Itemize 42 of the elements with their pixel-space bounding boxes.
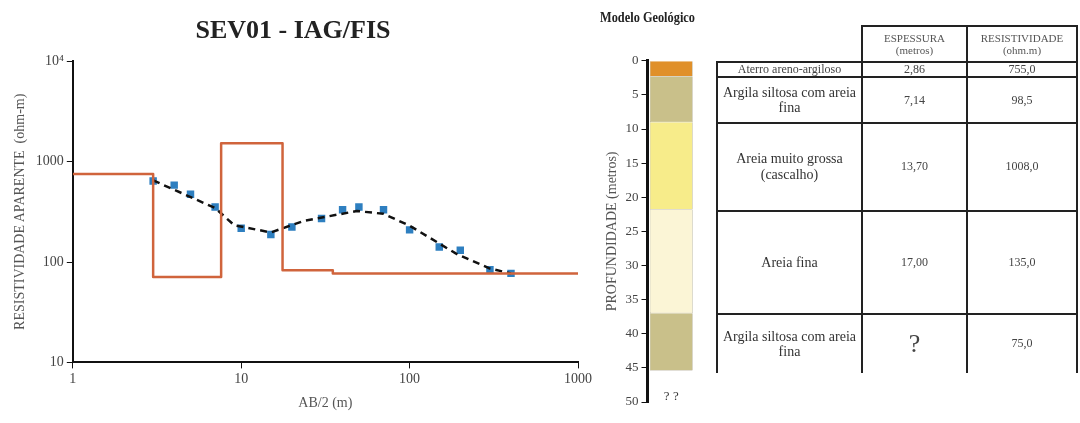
- x-tick-label: 100: [399, 371, 421, 387]
- data-label: ?: [861, 313, 968, 373]
- category-label: Aterro areno-argiloso: [716, 60, 863, 79]
- data-label: 98,5: [966, 76, 1078, 125]
- y-tick-label: 35: [625, 291, 639, 307]
- annotation: ? ?: [663, 388, 679, 403]
- y-tick-label: 100: [42, 253, 64, 269]
- category-label: Areia fina: [716, 209, 863, 316]
- x-tick-label: 1000: [564, 371, 592, 387]
- x-axis-title: AB/2 (m): [298, 395, 353, 412]
- x-tick-label: 1: [69, 371, 77, 387]
- y-tick-label: 30: [625, 256, 639, 272]
- category-label: Argila siltosa com areia fina: [716, 76, 863, 125]
- data-label: 17,00: [861, 209, 968, 316]
- y-axis-title: RESISTIVIDADE APARENTE (ohm-m): [12, 93, 29, 330]
- y-axis-title: PROFUNDIDADE (metros): [604, 151, 621, 312]
- chart-title: SEV01 - IAG/FIS: [195, 15, 391, 45]
- category-label: Areia muito grossa (cascalho): [716, 122, 863, 212]
- data-label: 7,14: [861, 76, 968, 125]
- data-label: 135,0: [966, 209, 1078, 316]
- y-tick-label: 10: [625, 120, 639, 136]
- y-tick-label: 20: [625, 188, 639, 204]
- x-tick-label: 10: [234, 371, 249, 387]
- y-tick-label: 0: [632, 52, 639, 68]
- category-label: Argila siltosa com areia fina: [716, 313, 863, 373]
- data-label: 13,70: [861, 122, 968, 212]
- y-tick-label: 1000: [35, 153, 64, 169]
- data-label: 755,0: [966, 60, 1078, 79]
- y-tick-label: 50: [625, 393, 639, 409]
- text: ESPESSURA (metros): [861, 24, 968, 61]
- y-tick-label: 5: [632, 86, 639, 102]
- text: RESISTIVIDADE (ohm.m): [966, 24, 1078, 61]
- data-label: 75,0: [966, 313, 1078, 373]
- y-tick-label: 40: [625, 325, 639, 341]
- data-label: 2,86: [861, 60, 968, 79]
- y-tick-label: 10: [49, 354, 64, 370]
- data-label: 1008,0: [966, 122, 1078, 212]
- chart-title: Modelo Geológico: [600, 9, 696, 26]
- y-tick-label: 15: [625, 154, 639, 170]
- y-tick-label: 25: [625, 222, 639, 238]
- y-tick-label: 10⁴: [44, 52, 64, 68]
- y-tick-label: 45: [625, 359, 639, 375]
